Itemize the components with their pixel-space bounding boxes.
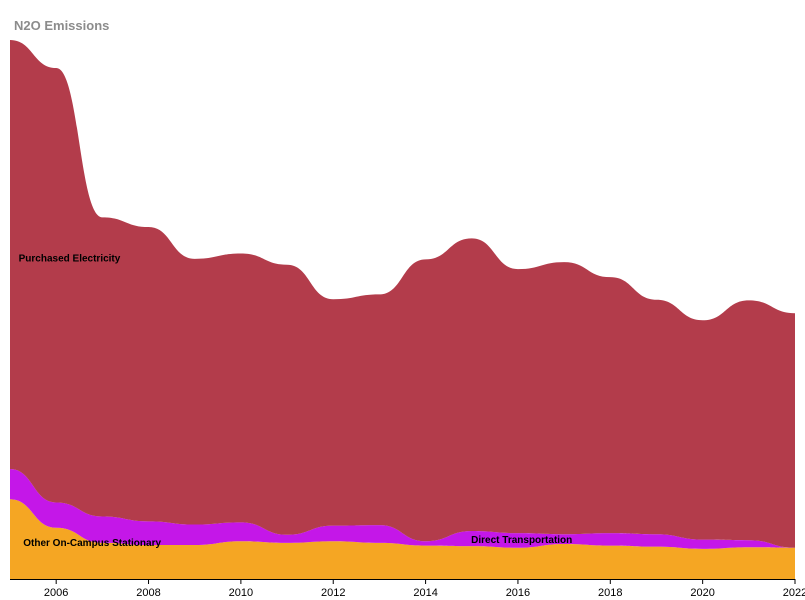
x-tick-label: 2014	[413, 587, 437, 599]
x-tick-label: 2010	[229, 587, 253, 599]
chart-title: N2O Emissions	[14, 18, 110, 33]
x-tick-label: 2006	[44, 587, 68, 599]
area-purchased-electricity	[10, 40, 795, 548]
x-tick-label: 2020	[690, 587, 714, 599]
area-direct-transportation	[10, 469, 795, 549]
area-layers	[10, 40, 795, 579]
area-other-on-campus-stationary	[10, 499, 795, 579]
x-tick-label: 2016	[506, 587, 530, 599]
series-label: Direct Transportation	[471, 535, 572, 546]
series-label: Purchased Electricity	[19, 254, 121, 265]
series-labels: Other On-Campus Stationary Direct Transpo…	[19, 254, 573, 549]
x-tick-label: 2022	[783, 587, 805, 599]
x-tick-label: 2012	[321, 587, 345, 599]
x-tick-label: 2018	[598, 587, 622, 599]
x-tick-label: 2008	[136, 587, 160, 599]
series-label: Other On-Campus Stationary	[23, 538, 161, 549]
x-axis-ticks: 2006 2008 2010 2012 2014 2016 2018 2020 2022	[44, 579, 805, 599]
